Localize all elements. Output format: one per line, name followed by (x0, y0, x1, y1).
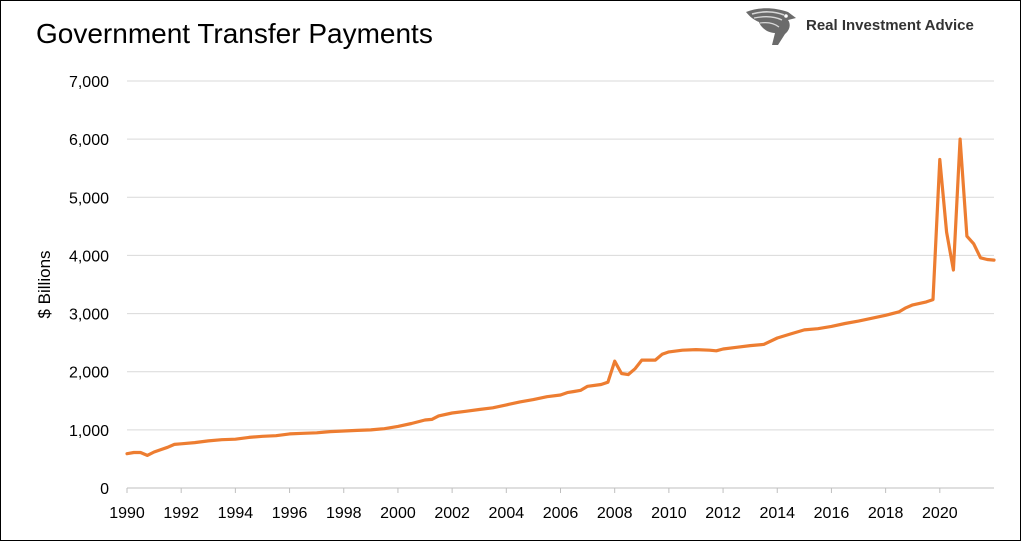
brand-name: Real Investment Advice (806, 17, 974, 34)
x-tick-label: 1998 (326, 505, 362, 522)
y-axis-ticks: 0 1,000 2,000 3,000 4,000 5,000 6,000 7,000 (69, 74, 109, 498)
series-group (125, 137, 996, 457)
x-tick-label: 1996 (272, 505, 308, 522)
chart-title: Government Transfer Payments (36, 18, 433, 49)
y-tick-label: 7,000 (69, 74, 109, 91)
y-tick-label: 1,000 (69, 423, 109, 440)
y-tick-label: 3,000 (69, 307, 109, 324)
eagle-head-icon (746, 8, 796, 45)
y-tick-label: 4,000 (69, 248, 109, 265)
x-tick-label: 2004 (489, 505, 525, 522)
grid-lines (127, 80, 994, 431)
y-tick-label: 0 (100, 481, 109, 498)
x-tick-label: 1994 (218, 505, 254, 522)
x-tick-label: 1992 (163, 505, 199, 522)
x-tick-label: 2018 (868, 505, 904, 522)
x-axis-ticks: 1990 1992 1994 1996 1998 2000 2002 2004 2006 2008… (109, 488, 958, 522)
y-tick-label: 2,000 (69, 365, 109, 382)
y-axis-label: $ Billions (35, 250, 54, 318)
y-tick-label: 6,000 (69, 132, 109, 149)
x-tick-label: 2002 (434, 505, 470, 522)
x-tick-label: 2020 (922, 505, 958, 522)
x-tick-label: 2014 (759, 505, 795, 522)
x-tick-label: 1990 (109, 505, 145, 522)
x-tick-label: 2010 (651, 505, 687, 522)
x-tick-label: 2000 (380, 505, 416, 522)
x-tick-label: 2012 (705, 505, 741, 522)
y-tick-label: 5,000 (69, 190, 109, 207)
series-line-1 (125, 137, 996, 457)
x-tick-label: 2006 (543, 505, 579, 522)
x-tick-label: 2008 (597, 505, 633, 522)
x-tick-label: 2016 (814, 505, 850, 522)
